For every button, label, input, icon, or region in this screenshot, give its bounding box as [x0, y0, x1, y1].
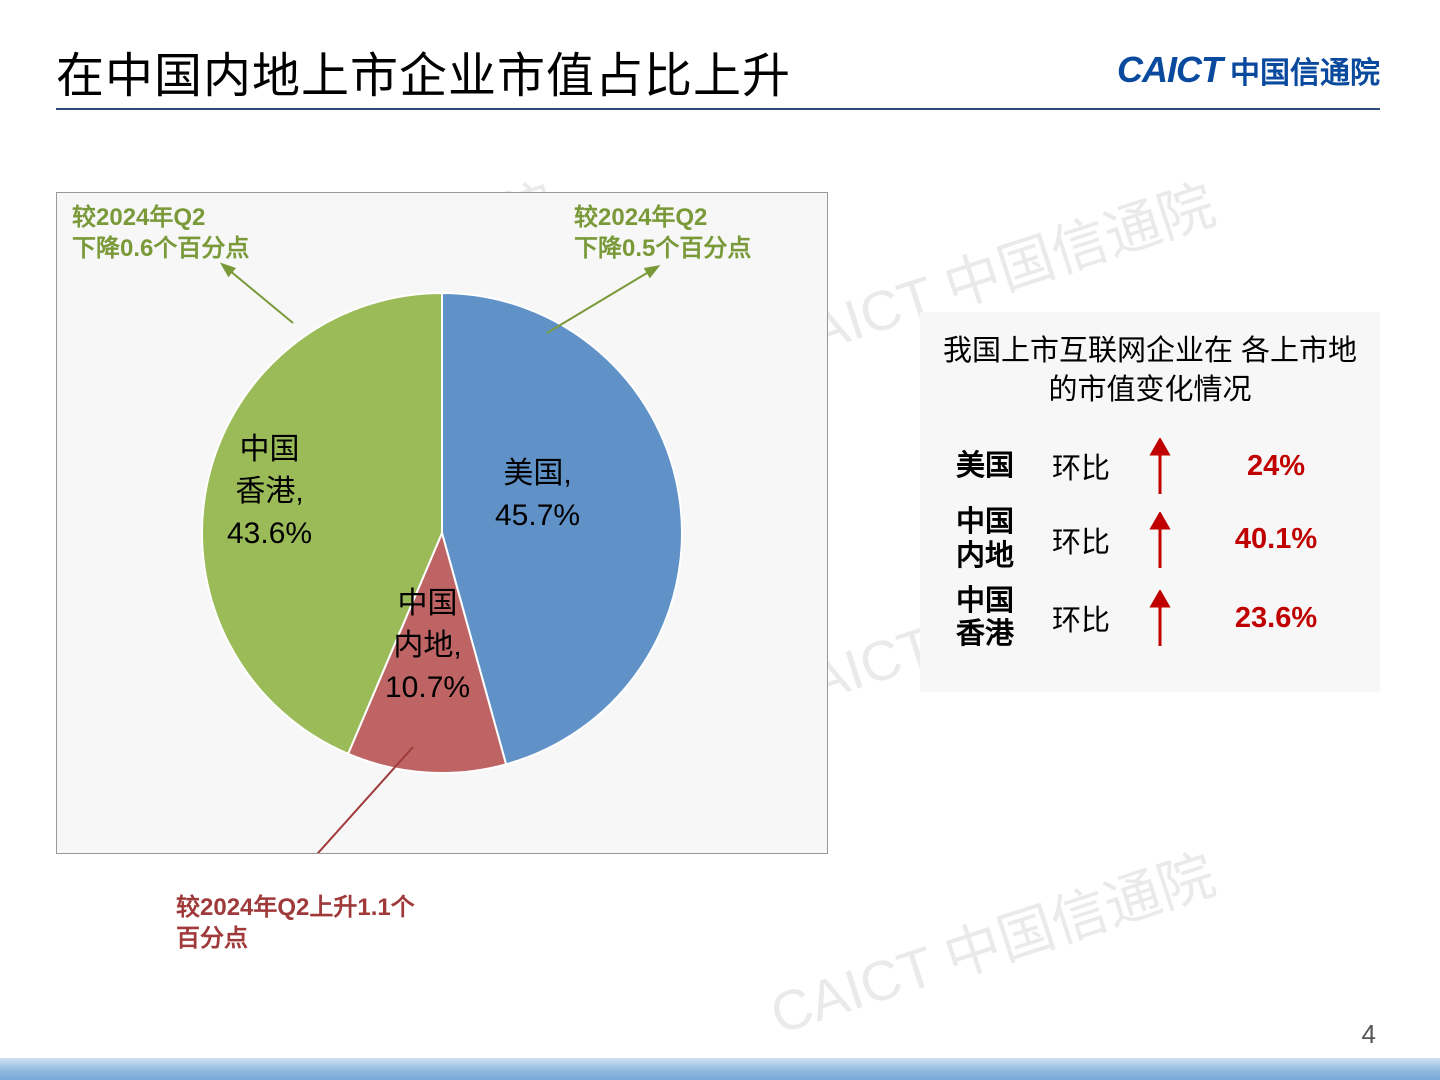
callout-arrow — [223, 265, 293, 323]
title-underline — [56, 108, 1380, 110]
pie-chart-container: 美国, 45.7% 中国 内地, 10.7% 中国 香港, 43.6% — [56, 192, 828, 854]
callout-text: 较2024年Q2上升1.1个 百分点 — [176, 892, 415, 954]
slice-label-us: 美国, 45.7% — [495, 453, 580, 537]
change-value: 40.1% — [1192, 523, 1360, 556]
change-label: 环比 — [1052, 519, 1128, 561]
up-arrow-icon — [1128, 590, 1192, 646]
page-number: 4 — [1362, 1019, 1376, 1050]
slice-label-cn: 中国 内地, 10.7% — [385, 583, 470, 709]
side-panel: 我国上市互联网企业在 各上市地的市值变化情况 美国环比24%中国 内地环比40.… — [920, 312, 1380, 692]
logo-mark: CAICT — [1117, 49, 1222, 91]
logo-text: 中国信通院 — [1230, 48, 1380, 92]
change-value: 24% — [1192, 450, 1360, 483]
up-arrow-icon — [1128, 438, 1192, 494]
change-region: 中国 内地 — [956, 506, 1052, 573]
callout-text: 较2024年Q2 下降0.6个百分点 — [72, 202, 249, 264]
change-region: 美国 — [956, 450, 1052, 483]
change-label: 环比 — [1052, 597, 1128, 639]
callout-text: 较2024年Q2 下降0.5个百分点 — [574, 202, 751, 264]
caict-logo: CAICT 中国信通院 — [1117, 48, 1380, 92]
change-row: 中国 香港环比 23.6% — [956, 585, 1360, 652]
change-value: 23.6% — [1192, 602, 1360, 635]
slide: CAICT 中国信通院 CAICT 中国信通院 CAICT 中国信通院 CAIC… — [0, 0, 1440, 1080]
change-label: 环比 — [1052, 445, 1128, 487]
watermark: CAICT 中国信通院 — [759, 831, 1224, 1051]
change-row: 美国环比 24% — [956, 438, 1360, 494]
pie-chart — [57, 193, 827, 853]
change-region: 中国 香港 — [956, 585, 1052, 652]
slice-label-hk: 中国 香港, 43.6% — [227, 429, 312, 555]
bottom-bar — [0, 1058, 1440, 1080]
up-arrow-icon — [1128, 512, 1192, 568]
side-panel-title: 我国上市互联网企业在 各上市地的市值变化情况 — [940, 332, 1360, 410]
change-row: 中国 内地环比 40.1% — [956, 506, 1360, 573]
callout-arrow — [547, 267, 657, 333]
slide-title: 在中国内地上市企业市值占比上升 — [56, 36, 791, 106]
